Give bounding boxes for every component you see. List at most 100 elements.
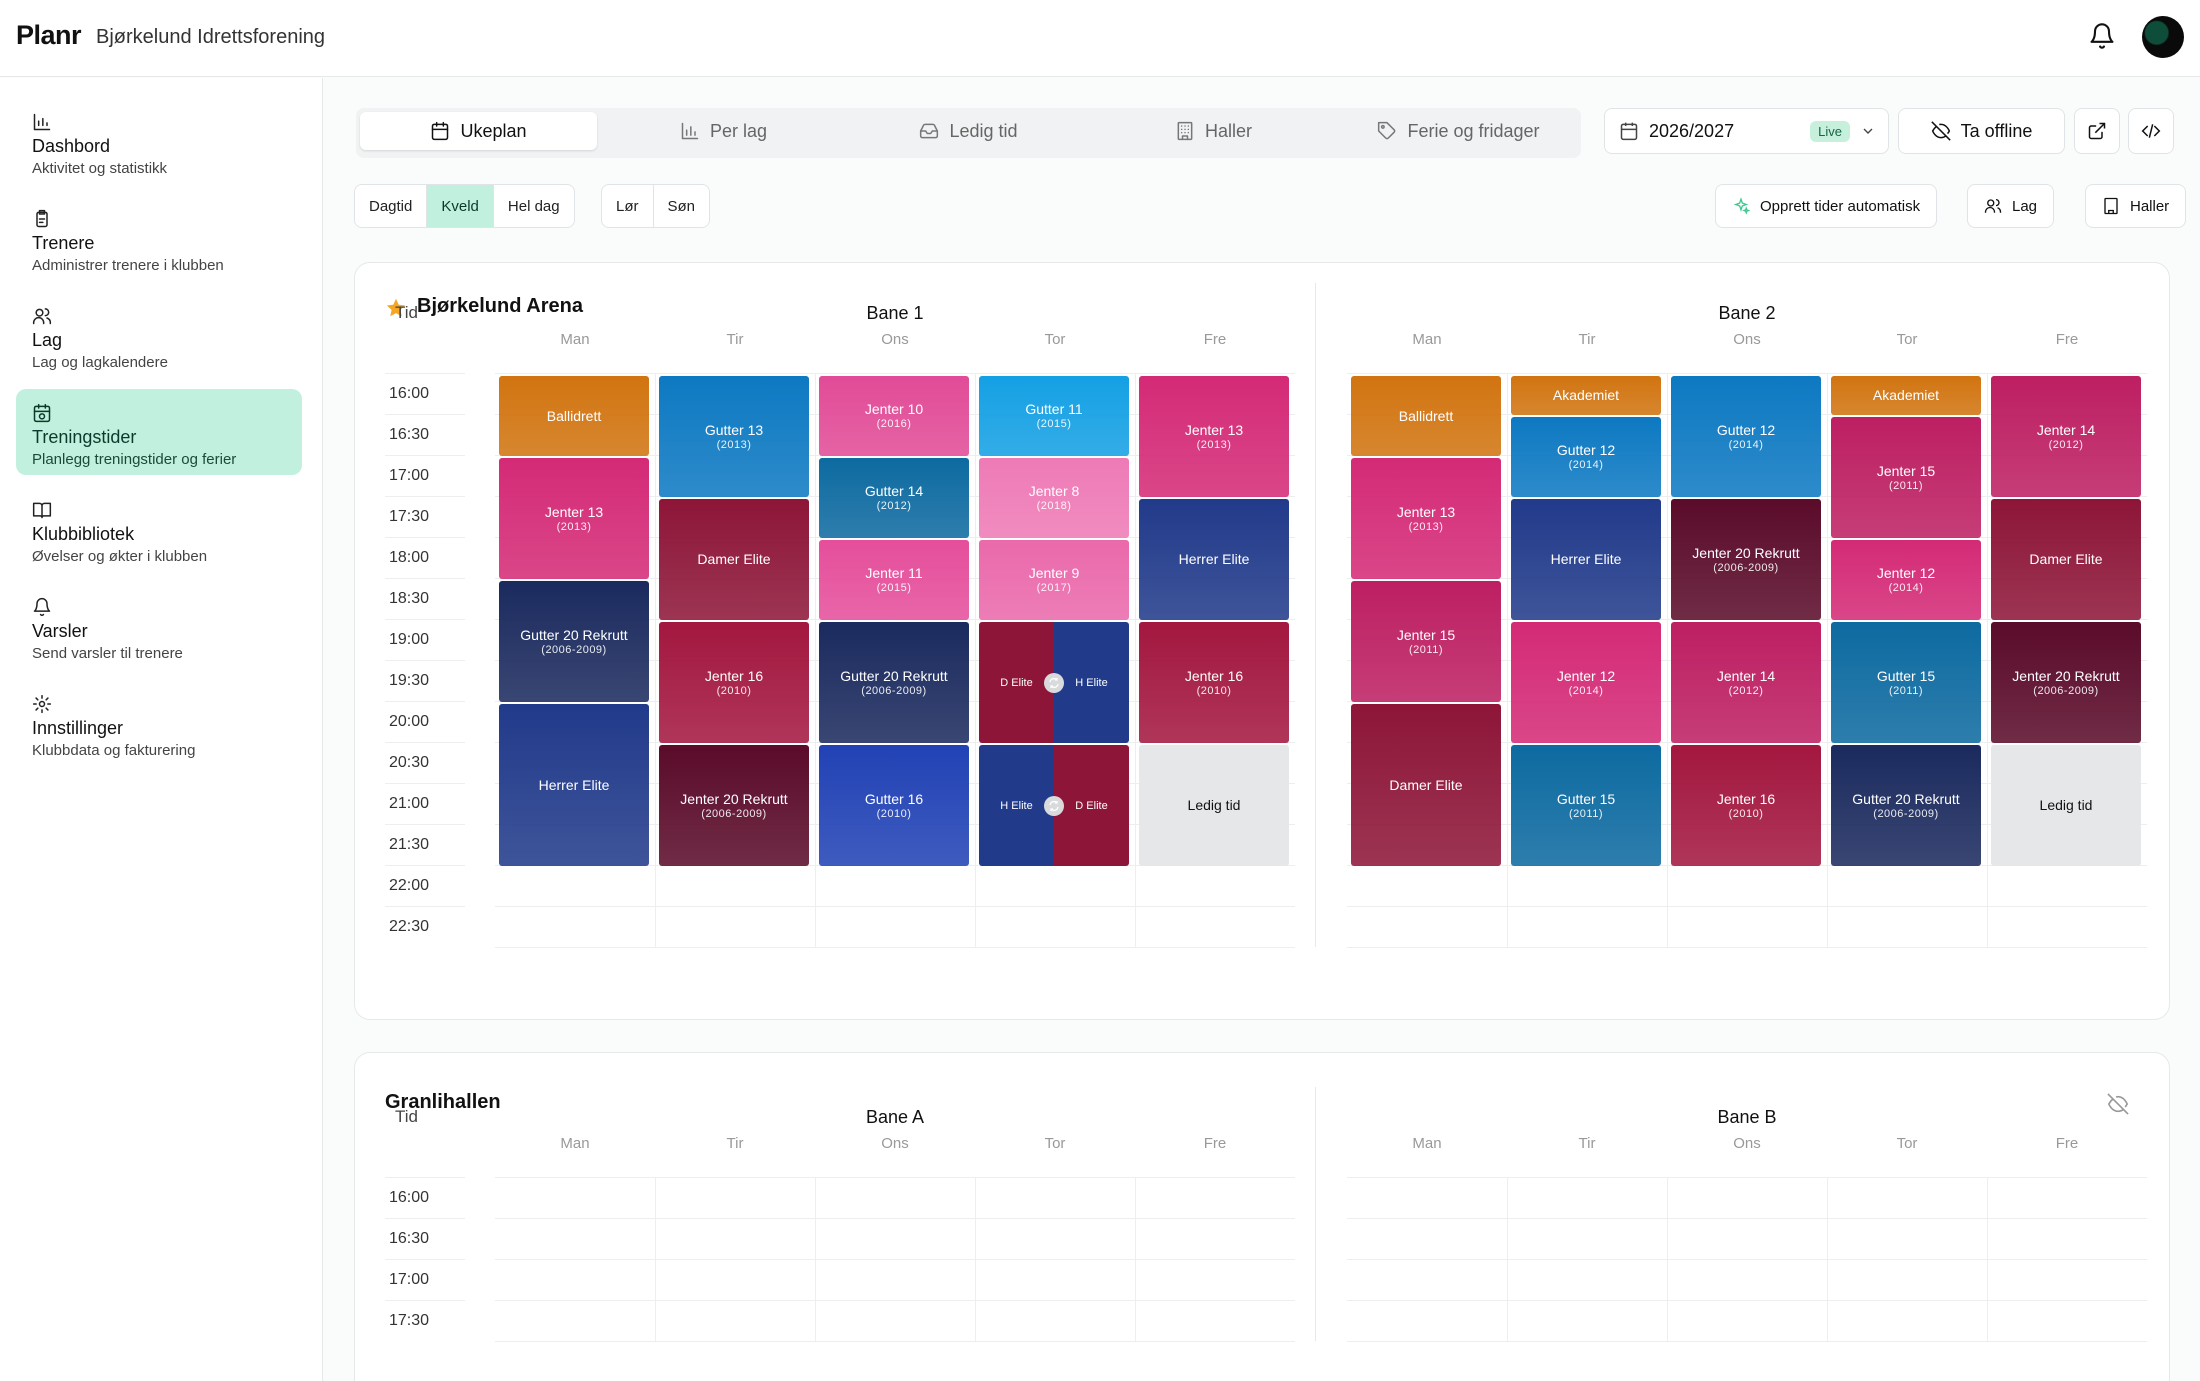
session-block[interactable]: Jenter 20 Rekrutt (2006-2009) [659,745,809,866]
season-select[interactable]: 2026/2027 Live [1604,108,1889,154]
session-half-right[interactable]: H Elite [1054,622,1129,743]
session-block[interactable]: Ledig tid [1139,745,1289,866]
session-block[interactable]: Gutter 20 Rekrutt (2006-2009) [499,581,649,702]
main-content: Ukeplan Per lag Ledig tid Haller Ferie o… [324,78,2200,1381]
embed-code-button[interactable] [2128,108,2174,154]
sidebar-item-trenere[interactable]: Trenere Administrer trenere i klubben [16,195,302,281]
time-label: 16:00 [389,385,430,402]
tab-ferie-og-fridager[interactable]: Ferie og fridager [1340,112,1577,150]
tab-ledig-tid[interactable]: Ledig tid [850,112,1087,150]
sidebar-item-treningstider[interactable]: Treningstider Planlegg treningstider og … [16,389,302,475]
time-label: 19:30 [389,672,430,689]
session-block[interactable]: Jenter 16 (2010) [659,622,809,743]
user-avatar[interactable] [2142,16,2184,58]
filter-dagtid[interactable]: Dagtid [355,185,428,227]
star-icon[interactable] [385,297,407,319]
session-block[interactable]: Damer Elite [659,499,809,620]
session-block[interactable]: Gutter 15 (2011) [1831,622,1981,743]
session-block[interactable]: Gutter 16 (2010) [819,745,969,866]
sidebar-item-lag[interactable]: Lag Lag og lagkalendere [16,292,302,378]
session-block[interactable]: Jenter 15 (2011) [1351,581,1501,702]
teams-button[interactable]: Lag [1967,184,2055,228]
tab-haller[interactable]: Haller [1095,112,1332,150]
session-block[interactable]: Jenter 14 (2012) [1991,376,2141,497]
court-name: Bane B [1717,1107,1777,1127]
filter-søn[interactable]: Søn [667,197,696,215]
session-block[interactable]: Ballidrett [1351,376,1501,456]
take-offline-button[interactable]: Ta offline [1898,108,2065,154]
weekend-toggle: Lør Søn [601,184,711,228]
session-block[interactable]: Jenter 15 (2011) [1831,417,1981,538]
session-block[interactable]: Gutter 20 Rekrutt (2006-2009) [819,622,969,743]
session-year: (2006-2009) [861,684,927,697]
time-grid-line [385,578,465,579]
sidebar-item-label: Lag [32,330,63,350]
session-half-right[interactable]: D Elite [1054,745,1129,866]
session-block[interactable]: Akademiet [1831,376,1981,415]
session-block[interactable]: Gutter 11 (2015) [979,376,1129,456]
sidebar-item-description: Send varsler til trenere [32,645,183,662]
sidebar-item-dashbord[interactable]: Dashbord Aktivitet og statistikk [16,98,302,184]
notifications-bell-icon[interactable] [2088,22,2116,50]
sidebar-item-varsler[interactable]: Varsler Send varsler til trenere [16,583,302,669]
shared-session-block[interactable]: H Elite D Elite [979,745,1129,866]
session-block[interactable]: Jenter 10 (2016) [819,376,969,456]
session-block[interactable]: Jenter 8 (2018) [979,458,1129,538]
eye-off-icon [1930,121,1951,141]
session-year: (2013) [716,438,752,451]
session-block[interactable]: Gutter 14 (2012) [819,458,969,538]
session-block[interactable]: Gutter 15 (2011) [1511,745,1661,866]
tab-per-lag[interactable]: Per lag [605,112,842,150]
session-year: (2014) [1888,582,1924,594]
open-external-button[interactable] [2074,108,2120,154]
sidebar-item-description: Planlegg treningstider og ferier [32,451,237,468]
filter-kveld[interactable]: Kveld [427,185,494,227]
session-block[interactable]: Herrer Elite [1139,499,1289,620]
slot-grid-line [1347,1259,2147,1260]
session-block[interactable]: Gutter 12 (2014) [1511,417,1661,497]
session-block[interactable]: Ledig tid [1991,745,2141,866]
session-block[interactable]: Ballidrett [499,376,649,456]
halls-button[interactable]: Haller [2085,184,2187,228]
session-block[interactable]: Jenter 11 (2015) [819,540,969,620]
filter-lør[interactable]: Lør [602,185,654,227]
tab-ukeplan[interactable]: Ukeplan [360,112,597,150]
session-block[interactable]: Jenter 14 (2012) [1671,622,1821,743]
session-block[interactable]: Jenter 13 (2013) [1139,376,1289,497]
sidebar-item-innstillinger[interactable]: Innstillinger Klubbdata og fakturering [16,680,302,766]
session-half-left[interactable]: D Elite [979,622,1054,743]
session-block[interactable]: Damer Elite [1351,704,1501,866]
halls-label: Haller [2130,197,2170,215]
app-logo[interactable]: Planr [16,20,82,50]
time-label: 17:00 [389,1271,430,1288]
sidebar-item-klubbibliotek[interactable]: Klubbibliotek Øvelser og økter i klubben [16,486,302,572]
session-block[interactable]: Damer Elite [1991,499,2141,620]
session-year: (2006-2009) [541,643,607,656]
swap-icon[interactable] [1044,795,1064,816]
session-block[interactable]: Jenter 12 (2014) [1831,540,1981,620]
swap-icon[interactable] [1044,672,1064,693]
session-year: (2015) [1036,418,1072,430]
session-block[interactable]: Jenter 20 Rekrutt (2006-2009) [1671,499,1821,620]
session-block[interactable]: Jenter 16 (2010) [1139,622,1289,743]
filter-hel-dag[interactable]: Hel dag [507,197,560,215]
session-block[interactable]: Jenter 12 (2014) [1511,622,1661,743]
session-block[interactable]: Akademiet [1511,376,1661,415]
session-block[interactable]: Herrer Elite [1511,499,1661,620]
session-block[interactable]: Jenter 13 (2013) [1351,458,1501,579]
session-block[interactable]: Gutter 12 (2014) [1671,376,1821,497]
session-block[interactable]: Gutter 20 Rekrutt (2006-2009) [1831,745,1981,866]
session-team: Jenter 10 [864,401,924,417]
session-block[interactable]: Herrer Elite [499,704,649,866]
day-header: Tir [1578,1135,1596,1152]
session-block[interactable]: Jenter 9 (2017) [979,540,1129,620]
session-block[interactable]: Jenter 13 (2013) [499,458,649,579]
eye-off-icon[interactable] [2107,1093,2129,1115]
session-block[interactable]: Jenter 16 (2010) [1671,745,1821,866]
session-block[interactable]: Jenter 20 Rekrutt (2006-2009) [1991,622,2141,743]
session-half-left[interactable]: H Elite [979,745,1054,866]
session-block[interactable]: Gutter 13 (2013) [659,376,809,497]
shared-session-block[interactable]: D Elite H Elite [979,622,1129,743]
auto-create-button[interactable]: Opprett tider automatisk [1715,184,1938,228]
session-team: Jenter 16 [704,667,764,684]
